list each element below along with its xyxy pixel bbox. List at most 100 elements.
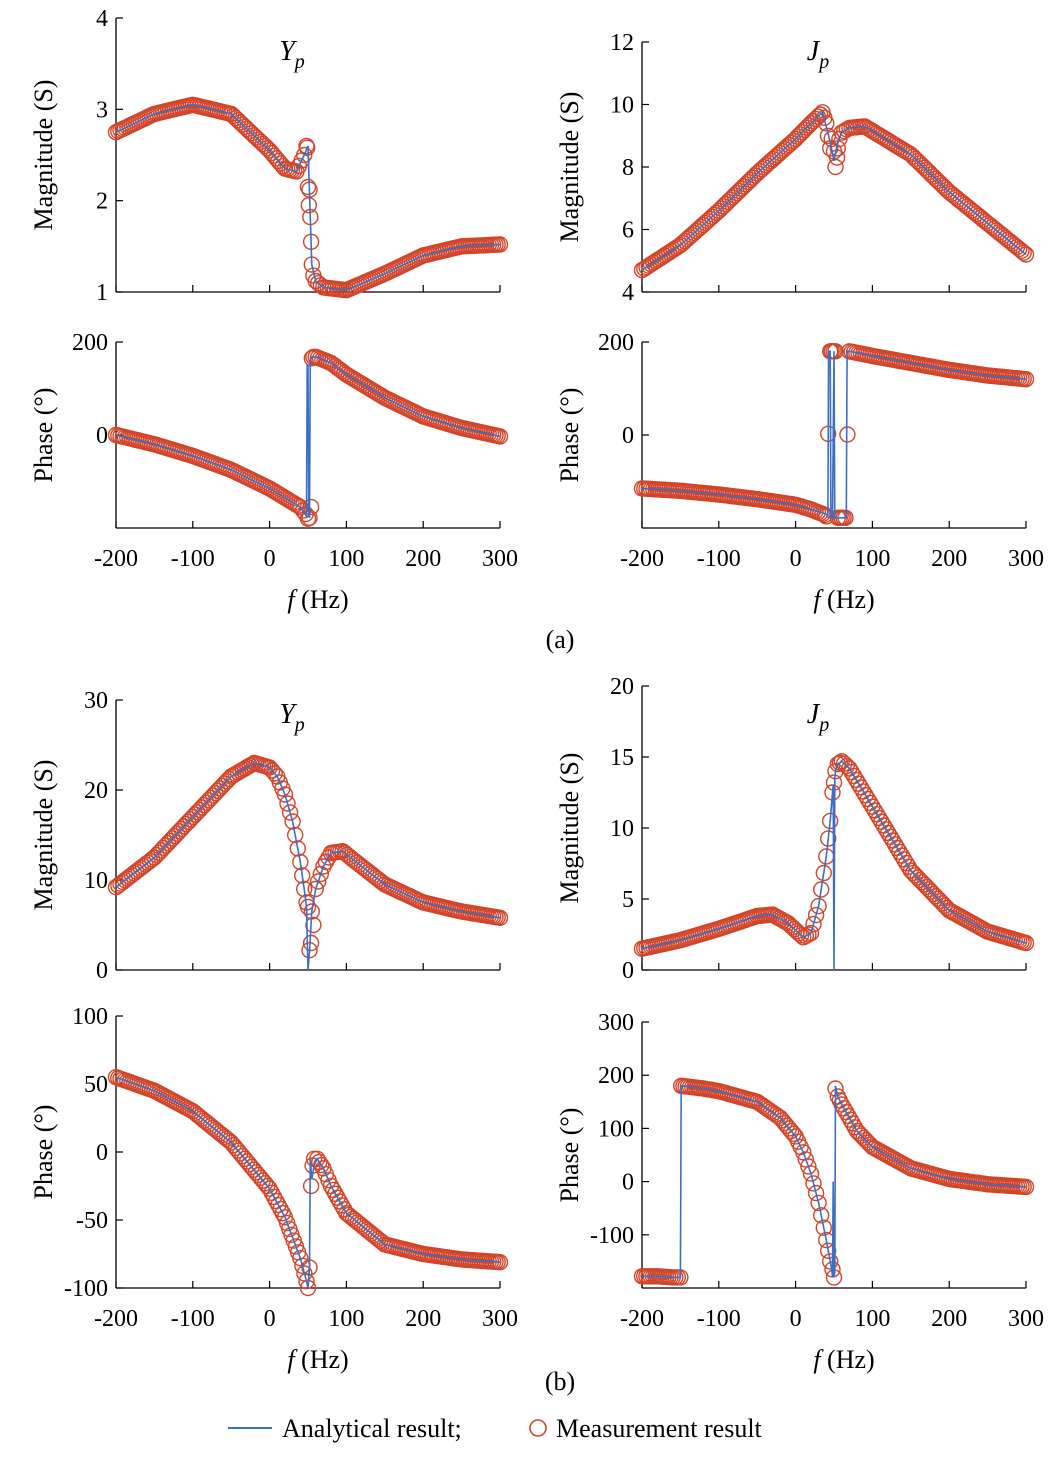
measurement-point xyxy=(279,795,296,812)
measurement-point xyxy=(805,915,822,933)
measurement-point xyxy=(805,1175,822,1192)
y-axis-label: Phase (°) xyxy=(555,1108,584,1203)
measurement-point xyxy=(236,118,254,136)
measurement-series xyxy=(107,348,509,527)
measurement-point xyxy=(302,1177,320,1195)
measurement-point xyxy=(302,498,320,516)
measurement-point xyxy=(299,139,316,156)
measurement-point xyxy=(712,200,730,217)
measurement-point xyxy=(828,149,846,166)
y-tick-label: 1 xyxy=(96,280,108,306)
measurement-point xyxy=(932,174,949,192)
panel-a-Jp-magnitude: 4 6 8 10 12 Magnitude (S) Jp xyxy=(555,30,1035,306)
measurement-point xyxy=(1013,242,1030,260)
caption-b: (b) xyxy=(545,1367,575,1396)
measurement-point xyxy=(728,184,746,202)
measurement-point xyxy=(904,148,922,165)
x-tick-label: -100 xyxy=(697,546,741,572)
measurement-point xyxy=(241,1155,258,1173)
measurement-point xyxy=(810,897,827,915)
legend-measurement-swatch xyxy=(529,1419,547,1437)
measurement-point xyxy=(740,173,757,191)
measurement-point xyxy=(225,1136,242,1154)
y-axis-label: Magnitude (S) xyxy=(29,80,58,231)
measurement-point xyxy=(274,1204,291,1222)
measurement-point xyxy=(292,853,309,871)
y-tick-label: 20 xyxy=(84,778,108,804)
y-tick-label: 2 xyxy=(96,189,108,215)
measurement-point xyxy=(1017,934,1035,952)
panel-b-Jp-phase: -100 0 100 200 300 -200 -100 0 100 200 300 Phase (°… xyxy=(555,1010,1044,1374)
y-tick-label: 0 xyxy=(622,423,634,449)
analytical-series-line xyxy=(641,350,1027,520)
y-tick-label: -50 xyxy=(76,1208,108,1234)
measurement-series xyxy=(633,753,1035,957)
x-tick-label: 200 xyxy=(931,1306,967,1332)
x-tick-label: 200 xyxy=(931,546,967,572)
y-axis-label: Magnitude (S) xyxy=(555,753,584,904)
panel-a-Jp-phase: 0 200 -200 -100 0 100 200 300 Phase (°) f (Hz) xyxy=(555,330,1044,614)
y-tick-label: 0 xyxy=(96,1140,108,1166)
y-tick-label: 10 xyxy=(610,93,634,119)
x-tick-label: -100 xyxy=(697,1306,741,1332)
measurement-point xyxy=(920,163,938,181)
measurement-point xyxy=(289,840,306,857)
measurement-point xyxy=(784,919,801,936)
measurement-point xyxy=(810,1194,827,1212)
measurement-point xyxy=(225,107,242,125)
y-tick-label: 4 xyxy=(96,6,108,32)
measurement-point xyxy=(294,867,311,884)
measurement-point xyxy=(305,916,322,934)
measurement-point xyxy=(1017,246,1035,263)
measurement-point xyxy=(299,178,317,196)
measurement-point xyxy=(798,119,815,136)
measurement-series xyxy=(633,104,1035,279)
panel-title: Jp xyxy=(807,699,829,736)
legend-analytical-label: Analytical result; xyxy=(282,1414,462,1443)
measurement-point xyxy=(791,126,809,143)
measurement-point xyxy=(296,146,313,164)
measurement-point xyxy=(916,159,933,176)
y-tick-label: 10 xyxy=(610,816,634,842)
x-tick-label: -200 xyxy=(620,1306,664,1332)
measurement-point xyxy=(785,1125,802,1142)
measurement-point xyxy=(236,1150,254,1168)
measurement-point xyxy=(794,123,811,141)
panel-a-Yp-magnitude: 1 2 3 4 Magnitude (S) Yp xyxy=(29,6,509,306)
y-tick-label: 0 xyxy=(622,1170,634,1196)
x-tick-label: -200 xyxy=(94,1306,138,1332)
analytical-series-line xyxy=(115,1076,501,1289)
measurement-point xyxy=(800,1158,817,1175)
measurement-point xyxy=(813,1207,830,1224)
measurement-point xyxy=(241,122,258,140)
x-axis-label: f (Hz) xyxy=(287,585,348,614)
measurement-point xyxy=(272,1200,289,1218)
x-tick-label: 0 xyxy=(264,1306,276,1332)
measurement-point xyxy=(307,880,324,898)
measurement-point xyxy=(807,1184,825,1202)
x-axis-label: f (Hz) xyxy=(813,1345,874,1374)
x-tick-label: 0 xyxy=(790,1306,802,1332)
x-tick-label: 300 xyxy=(1008,1306,1044,1332)
measurement-point xyxy=(315,858,332,875)
y-tick-label: 15 xyxy=(610,745,634,771)
analytical-series-line xyxy=(642,1084,1027,1279)
measurement-point xyxy=(264,762,281,779)
y-axis-label: Phase (°) xyxy=(555,388,584,483)
measurement-point xyxy=(802,924,820,942)
y-axis-label: Phase (°) xyxy=(29,1105,58,1200)
y-tick-label: -100 xyxy=(64,1276,108,1302)
measurement-point xyxy=(292,1249,309,1267)
x-tick-label: -200 xyxy=(94,546,138,572)
measurement-point xyxy=(807,906,825,924)
measurement-point xyxy=(797,1151,814,1168)
y-tick-label: 100 xyxy=(72,1004,108,1030)
measurement-point xyxy=(809,108,827,125)
y-axis-label: Phase (°) xyxy=(29,388,58,483)
measurement-point xyxy=(296,880,313,898)
analytical-series-line xyxy=(115,103,501,292)
measurement-point xyxy=(724,189,741,206)
x-tick-label: -200 xyxy=(620,546,664,572)
caption-a: (a) xyxy=(546,625,575,654)
measurement-point xyxy=(815,1219,832,1236)
